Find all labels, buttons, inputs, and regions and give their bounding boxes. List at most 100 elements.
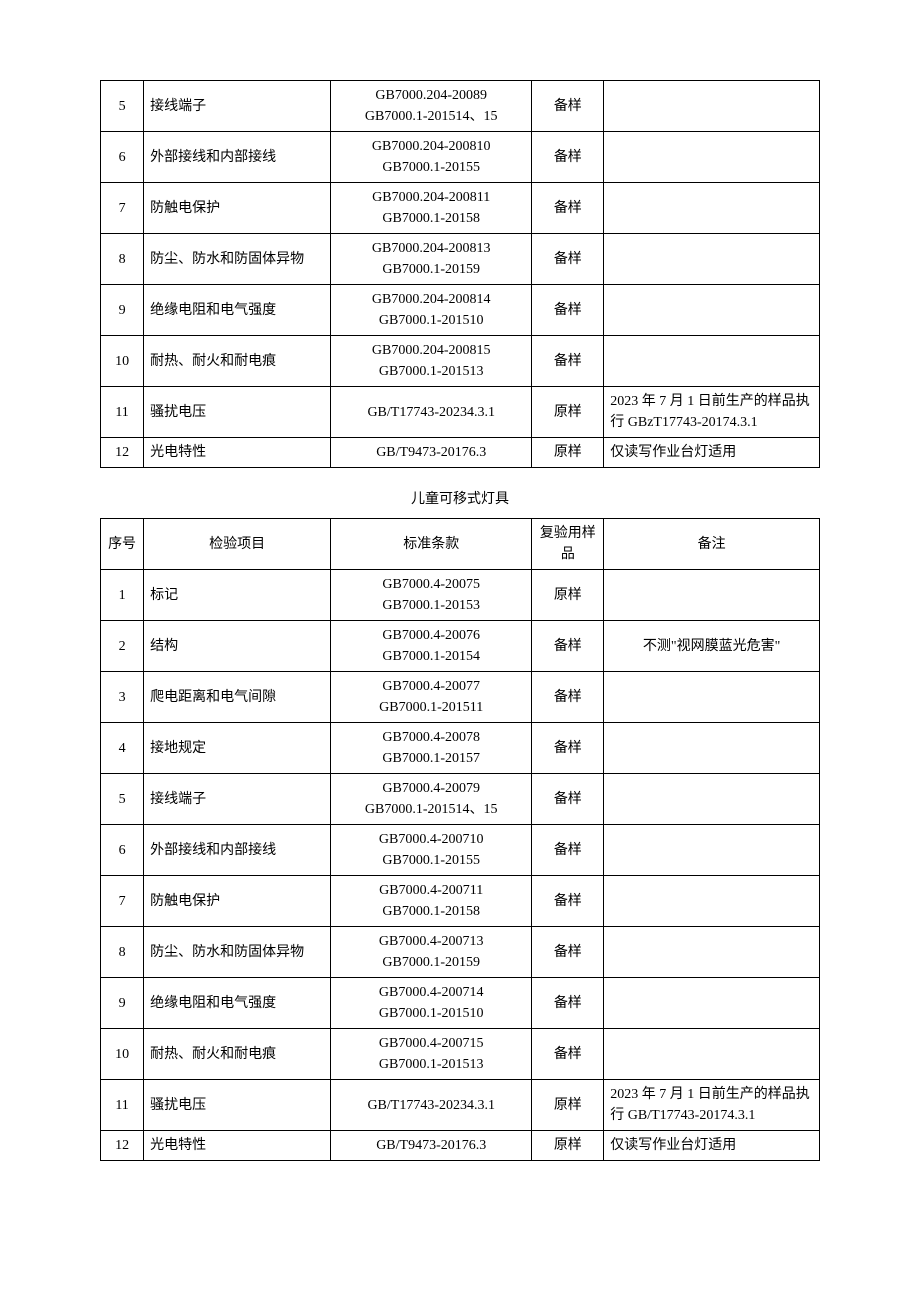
cell-std: GB7000.4-200710GB7000.1-20155 [331,825,532,876]
cell-std: GB7000.4-200715GB7000.1-201513 [331,1029,532,1080]
cell-std: GB7000.204-200810GB7000.1-20155 [331,132,532,183]
cell-num: 8 [101,927,144,978]
cell-sample: 备样 [532,876,604,927]
cell-num: 6 [101,825,144,876]
cell-note [604,927,820,978]
table-row: 6外部接线和内部接线GB7000.4-200710GB7000.1-20155备… [101,825,820,876]
cell-note [604,183,820,234]
cell-num: 9 [101,285,144,336]
cell-sample: 备样 [532,183,604,234]
cell-std: GB7000.4-20076GB7000.1-20154 [331,621,532,672]
cell-num: 4 [101,723,144,774]
cell-note [604,876,820,927]
table-row: 11骚扰电压GB/T17743-20234.3.1原样2023 年 7 月 1 … [101,1080,820,1131]
cell-note [604,672,820,723]
cell-num: 9 [101,978,144,1029]
cell-sample: 原样 [532,570,604,621]
cell-std: GB7000.4-200714GB7000.1-201510 [331,978,532,1029]
table-2: 序号 检验项目 标准条款 复验用样品 备注 1标记GB7000.4-20075G… [100,518,820,1161]
cell-std: GB/T9473-20176.3 [331,438,532,468]
table-row: 2结构GB7000.4-20076GB7000.1-20154备样不测"视网膜蓝… [101,621,820,672]
cell-sample: 备样 [532,774,604,825]
header-note: 备注 [604,519,820,570]
cell-std: GB7000.4-20078GB7000.1-20157 [331,723,532,774]
cell-item: 骚扰电压 [144,387,331,438]
cell-item: 标记 [144,570,331,621]
table-row: 3爬电距离和电气间隙GB7000.4-20077GB7000.1-201511备… [101,672,820,723]
cell-sample: 备样 [532,723,604,774]
cell-num: 11 [101,387,144,438]
cell-note: 2023 年 7 月 1 日前生产的样品执行 GBzT17743-20174.3… [604,387,820,438]
table-row: 7防触电保护GB7000.4-200711GB7000.1-20158备样 [101,876,820,927]
cell-item: 防尘、防水和防固体异物 [144,234,331,285]
cell-sample: 备样 [532,672,604,723]
cell-item: 外部接线和内部接线 [144,825,331,876]
cell-note [604,336,820,387]
cell-std: GB/T9473-20176.3 [331,1131,532,1161]
cell-num: 7 [101,183,144,234]
table-2-header-row: 序号 检验项目 标准条款 复验用样品 备注 [101,519,820,570]
cell-std: GB7000.204-200813GB7000.1-20159 [331,234,532,285]
cell-sample: 备样 [532,336,604,387]
cell-sample: 备样 [532,81,604,132]
cell-item: 绝缘电阻和电气强度 [144,285,331,336]
table-row: 11骚扰电压GB/T17743-20234.3.1原样2023 年 7 月 1 … [101,387,820,438]
cell-sample: 原样 [532,1131,604,1161]
header-item: 检验项目 [144,519,331,570]
cell-num: 10 [101,1029,144,1080]
cell-note [604,285,820,336]
cell-sample: 备样 [532,132,604,183]
header-std: 标准条款 [331,519,532,570]
cell-num: 6 [101,132,144,183]
table-row: 4接地规定GB7000.4-20078GB7000.1-20157备样 [101,723,820,774]
cell-note [604,132,820,183]
cell-num: 8 [101,234,144,285]
cell-note [604,1029,820,1080]
cell-num: 2 [101,621,144,672]
table-row: 9绝缘电阻和电气强度GB7000.204-200814GB7000.1-2015… [101,285,820,336]
cell-note [604,570,820,621]
table-row: 12光电特性GB/T9473-20176.3原样仅读写作业台灯适用 [101,438,820,468]
cell-std: GB7000.204-200814GB7000.1-201510 [331,285,532,336]
cell-std: GB7000.4-200711GB7000.1-20158 [331,876,532,927]
cell-sample: 备样 [532,1029,604,1080]
cell-sample: 备样 [532,285,604,336]
cell-item: 接线端子 [144,774,331,825]
cell-sample: 备样 [532,825,604,876]
cell-sample: 备样 [532,927,604,978]
table-row: 8防尘、防水和防固体异物GB7000.204-200813GB7000.1-20… [101,234,820,285]
cell-num: 5 [101,774,144,825]
cell-sample: 备样 [532,621,604,672]
cell-sample: 原样 [532,438,604,468]
table-row: 10耐热、耐火和耐电痕GB7000.4-200715GB7000.1-20151… [101,1029,820,1080]
cell-item: 光电特性 [144,438,331,468]
cell-item: 防触电保护 [144,876,331,927]
cell-num: 3 [101,672,144,723]
cell-note [604,234,820,285]
cell-item: 光电特性 [144,1131,331,1161]
table-row: 10耐热、耐火和耐电痕GB7000.204-200815GB7000.1-201… [101,336,820,387]
cell-note: 仅读写作业台灯适用 [604,438,820,468]
cell-item: 接地规定 [144,723,331,774]
table-2-body: 1标记GB7000.4-20075GB7000.1-20153原样2结构GB70… [101,570,820,1161]
cell-item: 防触电保护 [144,183,331,234]
cell-sample: 备样 [532,234,604,285]
header-sample: 复验用样品 [532,519,604,570]
cell-note [604,774,820,825]
table-row: 12光电特性GB/T9473-20176.3原样仅读写作业台灯适用 [101,1131,820,1161]
cell-num: 12 [101,1131,144,1161]
cell-note [604,978,820,1029]
cell-item: 耐热、耐火和耐电痕 [144,1029,331,1080]
table-1-body: 5接线端子GB7000.204-20089GB7000.1-201514、15备… [101,81,820,468]
cell-std: GB/T17743-20234.3.1 [331,1080,532,1131]
table-row: 7防触电保护GB7000.204-200811GB7000.1-20158备样 [101,183,820,234]
cell-item: 耐热、耐火和耐电痕 [144,336,331,387]
cell-item: 接线端子 [144,81,331,132]
cell-item: 爬电距离和电气间隙 [144,672,331,723]
cell-item: 结构 [144,621,331,672]
cell-sample: 备样 [532,978,604,1029]
cell-note: 仅读写作业台灯适用 [604,1131,820,1161]
cell-num: 10 [101,336,144,387]
cell-std: GB7000.204-200815GB7000.1-201513 [331,336,532,387]
cell-sample: 原样 [532,1080,604,1131]
